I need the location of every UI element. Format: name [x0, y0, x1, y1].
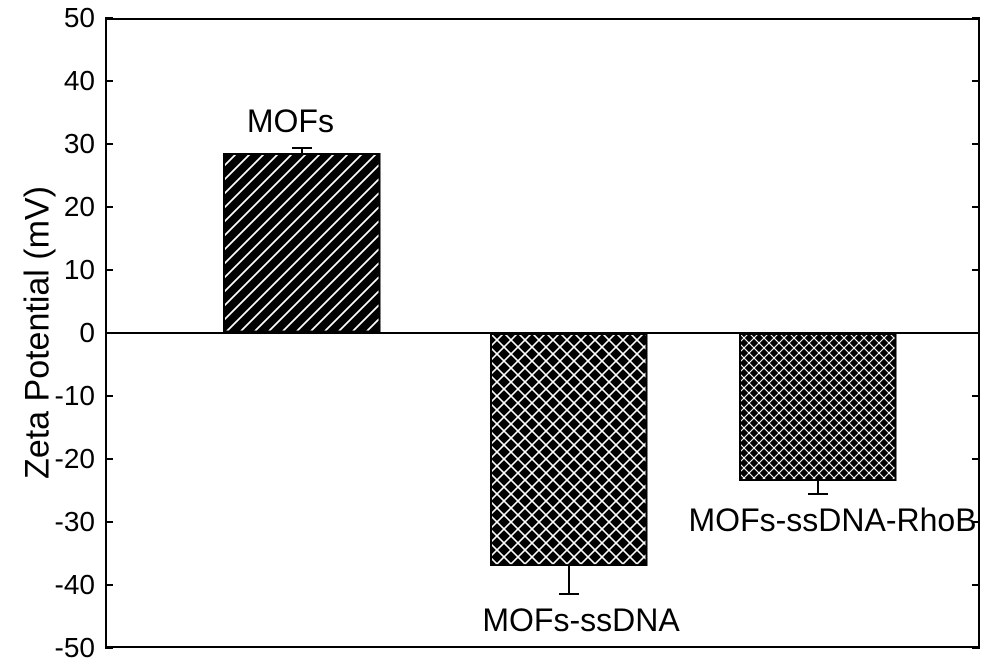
error-cap	[808, 493, 828, 495]
y-tick	[105, 395, 113, 397]
y-tick	[972, 584, 980, 586]
error-cap	[559, 593, 579, 595]
bar	[739, 333, 897, 481]
y-tick-label: 10	[40, 254, 95, 286]
y-tick	[105, 647, 113, 649]
chart-container: Zeta Potential (mV) -50-40-30-20-1001020…	[0, 0, 1000, 669]
bar	[223, 153, 381, 333]
y-tick	[105, 143, 113, 145]
y-tick	[105, 206, 113, 208]
error-bar	[568, 566, 570, 594]
y-tick	[972, 206, 980, 208]
y-tick	[972, 269, 980, 271]
y-tick	[972, 143, 980, 145]
y-tick	[972, 17, 980, 19]
y-tick	[105, 521, 113, 523]
y-tick	[105, 458, 113, 460]
y-tick-label: 30	[40, 128, 95, 160]
y-tick-label: -10	[40, 380, 95, 412]
y-tick-label: -40	[40, 569, 95, 601]
bar-label: MOFs-ssDNA	[482, 602, 679, 639]
y-tick-label: 40	[40, 65, 95, 97]
error-cap	[292, 147, 312, 149]
y-tick-label: -30	[40, 506, 95, 538]
y-tick	[105, 584, 113, 586]
y-tick-label: 20	[40, 191, 95, 223]
y-tick	[972, 647, 980, 649]
bar-label: MOFs	[247, 103, 334, 140]
y-tick-label: -20	[40, 443, 95, 475]
y-tick	[972, 80, 980, 82]
y-tick	[972, 458, 980, 460]
y-tick	[972, 395, 980, 397]
y-tick	[105, 80, 113, 82]
y-tick-label: 0	[40, 317, 95, 349]
bar	[490, 333, 648, 566]
y-tick-label: 50	[40, 2, 95, 34]
bar-label: MOFs-ssDNA-RhoB	[689, 502, 977, 539]
y-tick	[105, 17, 113, 19]
y-tick	[105, 269, 113, 271]
y-tick-label: -50	[40, 632, 95, 664]
